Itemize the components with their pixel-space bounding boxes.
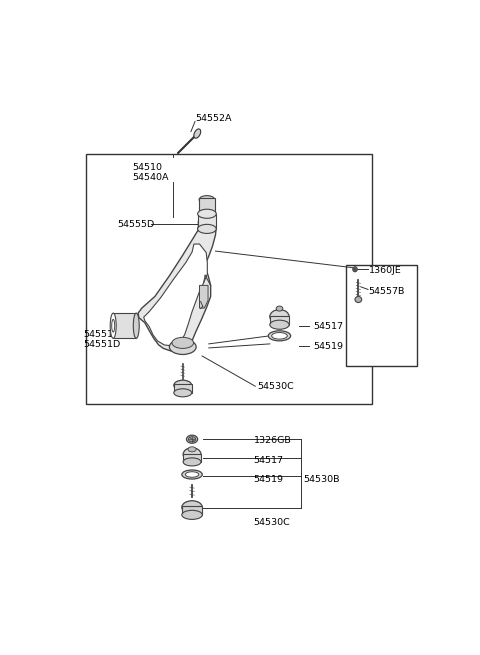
Text: 54555D: 54555D (118, 220, 155, 229)
Ellipse shape (174, 389, 192, 397)
Ellipse shape (188, 437, 196, 441)
Ellipse shape (353, 267, 357, 272)
Ellipse shape (194, 129, 201, 138)
Ellipse shape (133, 313, 139, 339)
Ellipse shape (199, 196, 215, 204)
Text: 54519: 54519 (253, 475, 283, 484)
Bar (347, 265, 417, 366)
Ellipse shape (182, 510, 202, 519)
Ellipse shape (182, 500, 202, 514)
Text: 54557B: 54557B (369, 287, 405, 296)
Polygon shape (138, 221, 216, 352)
Ellipse shape (169, 339, 196, 354)
Ellipse shape (183, 448, 201, 461)
Text: 1360JE: 1360JE (369, 266, 401, 274)
Ellipse shape (183, 458, 201, 466)
Text: 54530C: 54530C (257, 382, 294, 391)
Text: 54510: 54510 (132, 163, 163, 172)
Polygon shape (200, 286, 208, 308)
Text: 54540A: 54540A (132, 174, 169, 183)
Bar (198, 214, 216, 229)
Ellipse shape (172, 337, 193, 348)
Ellipse shape (270, 310, 289, 324)
Bar (86, 155, 372, 404)
Ellipse shape (199, 211, 215, 219)
Ellipse shape (186, 435, 198, 443)
Ellipse shape (270, 320, 289, 329)
Ellipse shape (198, 209, 216, 218)
Polygon shape (144, 244, 207, 346)
Text: 54551D: 54551D (83, 330, 120, 339)
Bar (113, 313, 136, 339)
Text: 54552A: 54552A (196, 115, 232, 123)
Ellipse shape (272, 333, 288, 339)
Ellipse shape (354, 268, 356, 271)
Text: 54530C: 54530C (253, 518, 290, 527)
Ellipse shape (185, 472, 199, 477)
Ellipse shape (188, 447, 196, 452)
Text: 54519: 54519 (313, 343, 343, 352)
Ellipse shape (110, 313, 116, 339)
Bar (199, 198, 215, 215)
Text: 54517: 54517 (253, 456, 283, 465)
Bar (174, 384, 192, 393)
Text: 54530B: 54530B (304, 475, 340, 484)
Text: 1326GB: 1326GB (253, 436, 291, 445)
Ellipse shape (112, 320, 115, 332)
Ellipse shape (174, 380, 192, 390)
Text: 54517: 54517 (313, 322, 343, 331)
Text: 54551D: 54551D (83, 341, 120, 349)
Ellipse shape (268, 331, 291, 341)
Ellipse shape (198, 225, 216, 233)
Ellipse shape (276, 306, 283, 311)
Ellipse shape (182, 470, 202, 479)
Bar (183, 454, 201, 462)
Bar (182, 506, 203, 515)
Ellipse shape (355, 297, 362, 303)
Bar (270, 316, 289, 325)
